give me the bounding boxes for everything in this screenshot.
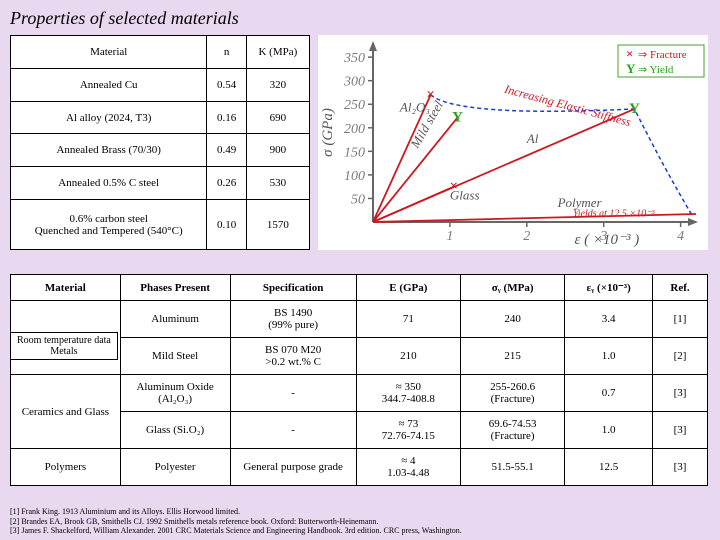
cell: 690 [246,101,309,134]
cell: 0.16 [207,101,246,134]
col-header: n [207,36,246,69]
cell: - [230,412,356,449]
col-header: Material [11,275,121,301]
svg-text:Increasing Elastic Stiffness: Increasing Elastic Stiffness [502,82,633,130]
materials-nk-table: MaterialnK (MPa) Annealed Cu0.54320 Al all… [10,35,310,250]
cell: [1] [653,301,708,338]
svg-text:Y: Y [452,109,463,125]
cell: ≈ 350344.7-408.8 [356,375,460,412]
cell: 0.6% carbon steelQuenched and Tempered (… [11,200,207,250]
page-title: Properties of selected materials [0,0,720,35]
cell: Glass (Si.O₂) [120,412,230,449]
cell: 240 [460,301,564,338]
cell: [3] [653,375,708,412]
cell: Polyester [120,449,230,486]
cell: General purpose grade [230,449,356,486]
ref-line: [2] Brandes EA, Brook GB, Smithells CJ. … [10,517,462,527]
cell: 0.7 [565,375,653,412]
cell: Annealed Brass (70/30) [11,134,207,167]
cell: 0.54 [207,68,246,101]
svg-text:×: × [626,46,633,61]
note-box: Room temperature data Metals [10,332,118,360]
svg-text:50: 50 [351,192,365,207]
references: [1] Frank King. 1913 Aluminium and its A… [10,507,462,536]
svg-text:2: 2 [523,229,530,244]
cell: 51.5-55.1 [460,449,564,486]
cell: 0.10 [207,200,246,250]
col-header: σᵧ (MPa) [460,275,564,301]
cell: ≈ 41.03-4.48 [356,449,460,486]
svg-text:100: 100 [344,169,365,184]
materials-properties-table: MaterialPhases PresentSpecificationE (GP… [10,274,708,486]
cell: 255-260.6(Fracture) [460,375,564,412]
col-header: Ref. [653,275,708,301]
cell: Mild Steel [120,338,230,375]
cell: [3] [653,412,708,449]
cell: 900 [246,134,309,167]
col-header: Specification [230,275,356,301]
cell: Annealed 0.5% C steel [11,167,207,200]
svg-text:⇒ Yield: ⇒ Yield [638,64,674,76]
svg-text:Y: Y [626,61,636,76]
cell: 1.0 [565,412,653,449]
cell: - [230,375,356,412]
cell: 320 [246,68,309,101]
col-header: εᵧ (×10⁻³) [565,275,653,301]
cell: 1.0 [565,338,653,375]
cell: BS 070 M20>0.2 wt.% C [230,338,356,375]
svg-text:300: 300 [343,75,365,90]
svg-text:150: 150 [344,145,365,160]
col-header: Material [11,36,207,69]
svg-text:250: 250 [344,98,365,113]
svg-text:Yields at 12.5 ×10⁻³: Yields at 12.5 ×10⁻³ [573,208,656,219]
cell: 210 [356,338,460,375]
svg-text:Y: Y [629,101,640,117]
cell: 1570 [246,200,309,250]
top-row: MaterialnK (MPa) Annealed Cu0.54320 Al all… [0,35,720,250]
cell: [3] [653,449,708,486]
cell: 12.5 [565,449,653,486]
cell: 69.6-74.53(Fracture) [460,412,564,449]
cell: 0.26 [207,167,246,200]
stress-strain-chart: 123450100150200250300350ε ( ×10⁻³ )σ (GP… [318,35,708,250]
cell: Aluminum Oxide(Al₂O₃) [120,375,230,412]
svg-text:ε ( ×10⁻³ ): ε ( ×10⁻³ ) [575,232,640,248]
cell: 530 [246,167,309,200]
cell: BS 1490(99% pure) [230,301,356,338]
ref-line: [1] Frank King. 1913 Aluminium and its A… [10,507,462,517]
svg-text:4: 4 [677,229,684,244]
col-header: Phases Present [120,275,230,301]
note-line1: Room temperature data [17,335,111,346]
cell: Al alloy (2024, T3) [11,101,207,134]
svg-text:⇒ Fracture: ⇒ Fracture [638,49,687,61]
cell: Annealed Cu [11,68,207,101]
row-group-label: Ceramics and Glass [11,375,121,449]
ref-line: [3] James F. Shackelford, William Alexan… [10,526,462,536]
svg-text:1: 1 [446,229,453,244]
svg-text:Al: Al [526,131,539,146]
cell: 3.4 [565,301,653,338]
col-header: K (MPa) [246,36,309,69]
cell: ≈ 7372.76-74.15 [356,412,460,449]
cell: 0.49 [207,134,246,167]
row-group-label: Polymers [11,449,121,486]
cell: [2] [653,338,708,375]
col-header: E (GPa) [356,275,460,301]
svg-text:Glass: Glass [450,187,480,202]
svg-text:200: 200 [344,122,365,137]
note-line2: Metals [17,346,111,357]
svg-text:σ (GPa): σ (GPa) [320,108,336,157]
cell: 215 [460,338,564,375]
cell: Aluminum [120,301,230,338]
cell: 71 [356,301,460,338]
svg-text:350: 350 [343,51,365,66]
